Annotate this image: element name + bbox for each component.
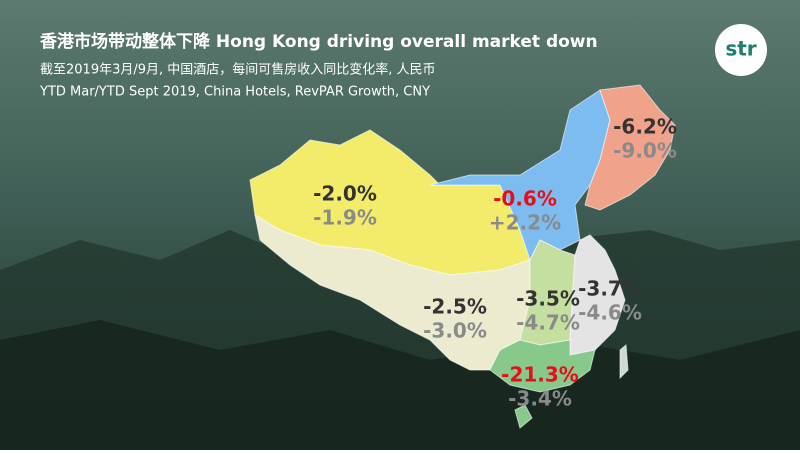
logo-badge [715,24,767,76]
ytd-mar-label: -3.7% [578,277,642,301]
subtitle-cn: 截至2019年3月/9月, 中国酒店，每间可售房收入同比变化率, 人民币 [40,62,436,78]
china-map [249,84,676,429]
hills-front [0,320,800,450]
ytd-sep-label: -9.0% [613,139,677,163]
taiwan [619,343,629,380]
ytd-sep-label: -3.0% [423,319,487,343]
ytd-mar-label: -6.2% [613,115,677,139]
ytd-mar-label: -0.6% [493,187,557,211]
region-northeast [584,84,676,211]
hainan [514,404,533,429]
ytd-mar-label: -3.5% [516,287,580,311]
ytd-sep-label: -4.7% [516,311,580,335]
title: 香港市场带动整体下降 Hong Kong driving overall mar… [40,31,598,52]
logo: str [725,37,756,61]
ytd-sep-label: -1.9% [313,206,377,230]
ytd-mar-label: -21.3% [501,363,579,387]
labels: -2.0%-1.9% -0.6%+2.2% -6.2%-9.0% -2.5%-3.0%… [313,115,677,411]
ytd-sep-label: -4.6% [578,301,642,325]
ytd-sep-label: -3.4% [508,387,572,411]
ytd-mar-label: -2.5% [423,295,487,319]
ytd-mar-label: -2.0% [313,182,377,206]
ytd-sep-label: +2.2% [489,211,561,235]
region-south [489,339,596,393]
subtitle-en: YTD Mar/YTD Sept 2019, China Hotels, Rev… [39,85,430,100]
